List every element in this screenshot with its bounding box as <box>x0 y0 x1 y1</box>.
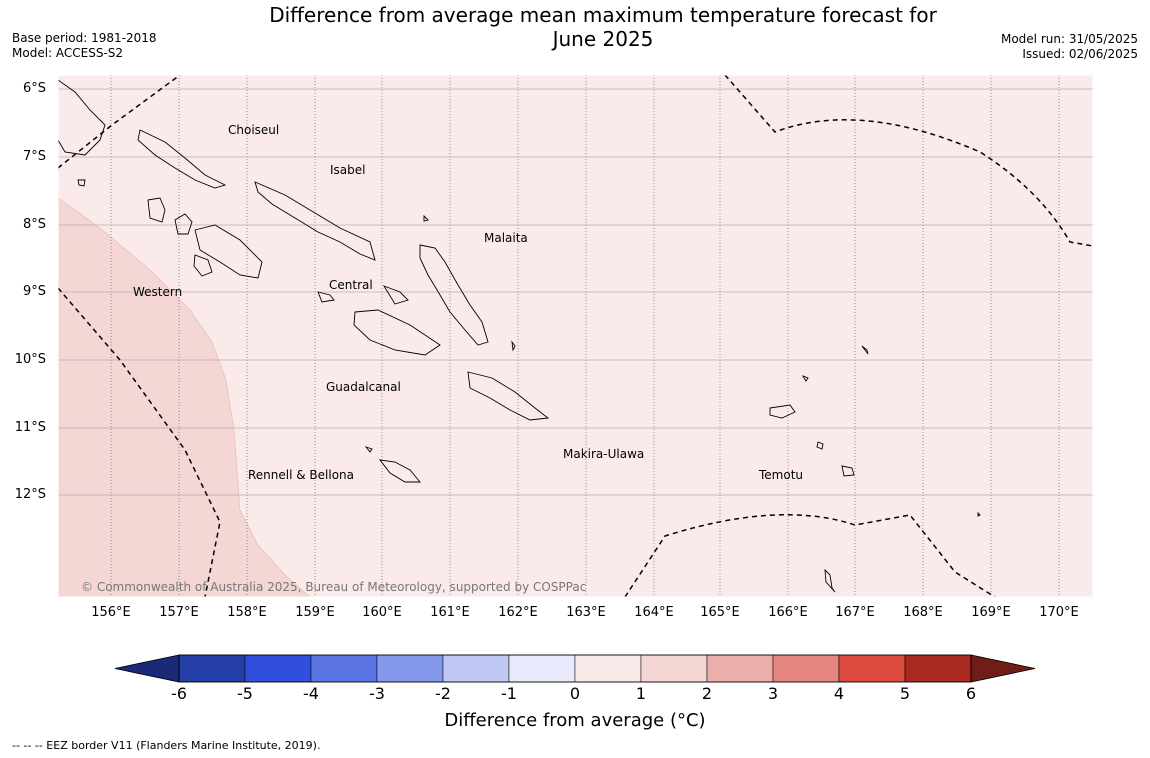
region-makira-ulawa: Makira-Ulawa <box>563 447 645 461</box>
lon-label-161e: 161°E <box>430 605 470 620</box>
colorbar-under-arrow <box>114 654 180 683</box>
lat-label-7s: 7°S <box>22 149 46 164</box>
lon-label-167e: 167°E <box>835 605 875 620</box>
lat-label-12s: 12°S <box>14 487 46 502</box>
colorbar-swatch <box>904 654 972 683</box>
colorbar-swatch <box>838 654 906 683</box>
base-period: Base period: 1981-2018 <box>12 31 157 45</box>
lon-label-170e: 170°E <box>1039 605 1079 620</box>
lat-label-9s: 9°S <box>22 284 46 299</box>
colorbar-swatch <box>178 654 246 683</box>
model-run: Model run: 31/05/2025 <box>1000 32 1138 46</box>
colorbar-tick-label: 0 <box>569 684 581 703</box>
colorbar-swatch <box>508 654 576 683</box>
model-name: Model: ACCESS-S2 <box>12 46 124 60</box>
colorbar-swatch <box>310 654 378 683</box>
lat-label-11s: 11°S <box>14 420 46 435</box>
graticule <box>110 75 1060 597</box>
colorbar-tick-label: -6 <box>171 684 187 703</box>
lon-label-160e: 160°E <box>362 605 402 620</box>
colorbar-swatch <box>706 654 774 683</box>
lon-label-165e: 165°E <box>700 605 740 620</box>
latitude-lines <box>58 88 1093 496</box>
colorbar-swatch <box>376 654 444 683</box>
lon-label-169e: 169°E <box>971 605 1011 620</box>
colorbar-swatch <box>442 654 510 683</box>
colorbar-swatch <box>574 654 642 683</box>
region-central: Central <box>329 278 373 292</box>
colorbar-over-arrow <box>970 654 1036 683</box>
colorbar-tick-label: 2 <box>701 684 713 703</box>
colorbar-tick-label: -3 <box>369 684 385 703</box>
colorbar-tick-label: -5 <box>237 684 253 703</box>
colorbar-tick-label: -2 <box>435 684 451 703</box>
lon-label-158e: 158°E <box>227 605 267 620</box>
region-rennell-bellona: Rennell & Bellona <box>248 468 355 482</box>
region-malaita: Malaita <box>484 231 528 245</box>
region-temotu: Temotu <box>759 468 804 482</box>
colorbar-tick-label: 3 <box>767 684 779 703</box>
lon-label-163e: 163°E <box>566 605 606 620</box>
meta-right: Model run: 31/05/2025 Issued: 02/06/2025 <box>1001 32 1138 62</box>
map-canvas <box>57 74 1094 598</box>
colorbar-swatch <box>772 654 840 683</box>
title-line-2: June 2025 <box>552 27 654 51</box>
lon-label-156e: 156°E <box>91 605 131 620</box>
lon-label-157e: 157°E <box>159 605 199 620</box>
anomaly-band-1-2 <box>58 197 311 597</box>
colorbar-frame <box>178 654 972 683</box>
eez-footnote: -- -- -- EEZ border V11 (Flanders Marine… <box>12 739 321 752</box>
region-isabel: Isabel <box>330 163 366 177</box>
lon-label-166e: 166°E <box>768 605 808 620</box>
lat-label-8s: 8°S <box>22 217 46 232</box>
colorbar <box>114 654 1036 683</box>
lon-label-159e: 159°E <box>295 605 335 620</box>
colorbar-tick-label: 4 <box>833 684 845 703</box>
lon-label-162e: 162°E <box>498 605 538 620</box>
copyright-notice: © Commonwealth of Australia 2025, Bureau… <box>81 580 587 594</box>
lat-label-10s: 10°S <box>14 352 46 367</box>
issued-date: Issued: 02/06/2025 <box>1022 47 1138 61</box>
colorbar-swatch <box>640 654 708 683</box>
eez-border-lines <box>58 75 1093 597</box>
colorbar-tick-label: 6 <box>965 684 977 703</box>
map-frame <box>57 74 1094 598</box>
region-guadalcanal: Guadalcanal <box>326 380 401 394</box>
colorbar-tick-label: -1 <box>501 684 517 703</box>
region-western: Western <box>133 285 183 299</box>
colorbar-tick-label: 1 <box>635 684 647 703</box>
map-title: Difference from average mean maximum tem… <box>200 3 1006 51</box>
lon-label-164e: 164°E <box>634 605 674 620</box>
region-choiseul: Choiseul <box>228 123 280 137</box>
title-line-1: Difference from average mean maximum tem… <box>269 3 937 27</box>
lat-label-6s: 6°S <box>22 81 46 96</box>
coastlines <box>58 79 981 593</box>
colorbar-label: Difference from average (°C) <box>444 710 706 731</box>
lon-label-168e: 168°E <box>903 605 943 620</box>
colorbar-tick-label: -4 <box>303 684 319 703</box>
colorbar-tick-label: 5 <box>899 684 911 703</box>
meta-left: Base period: 1981-2018 Model: ACCESS-S2 <box>12 31 157 61</box>
colorbar-swatch <box>244 654 312 683</box>
